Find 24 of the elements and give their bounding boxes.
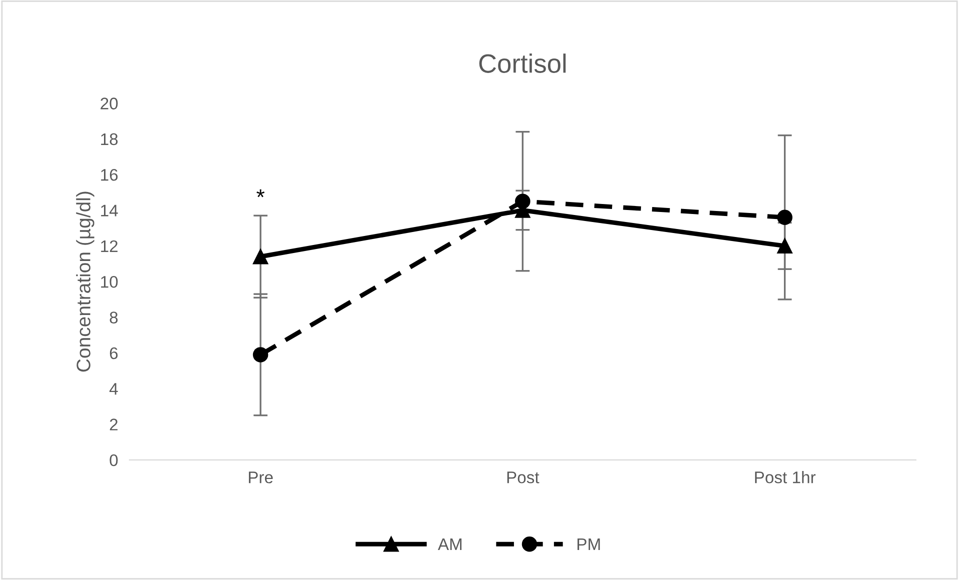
y-tick-label: 6 xyxy=(110,347,118,360)
point xyxy=(252,347,268,362)
y-tick-label: 20 xyxy=(100,98,118,110)
y-tick-label: 10 xyxy=(101,276,118,288)
y-tick-label: 0 xyxy=(110,454,118,466)
y-tick-label: 2 xyxy=(110,418,118,430)
legend-label: AM xyxy=(438,538,462,550)
y-tick-label: 14 xyxy=(101,204,118,216)
y-axis-title: Concentration (µg/dl) xyxy=(76,192,94,372)
point xyxy=(515,194,530,209)
x-tick-label: Post xyxy=(507,472,540,484)
x-tick-label: Post 1hr xyxy=(755,471,816,484)
point xyxy=(777,238,792,254)
point xyxy=(777,210,792,226)
point xyxy=(252,248,268,264)
chart-title: Cortisol xyxy=(479,54,566,73)
y-tick-label: 18 xyxy=(101,133,118,146)
y-tick-label: 8 xyxy=(110,312,118,324)
y-tick-label: 12 xyxy=(101,240,118,252)
annotation: * xyxy=(256,189,265,198)
x-tick-label: Pre xyxy=(248,472,273,484)
legend-label: PM xyxy=(578,538,600,550)
y-tick-label: 16 xyxy=(101,168,118,181)
y-tick-label: 4 xyxy=(109,383,118,395)
